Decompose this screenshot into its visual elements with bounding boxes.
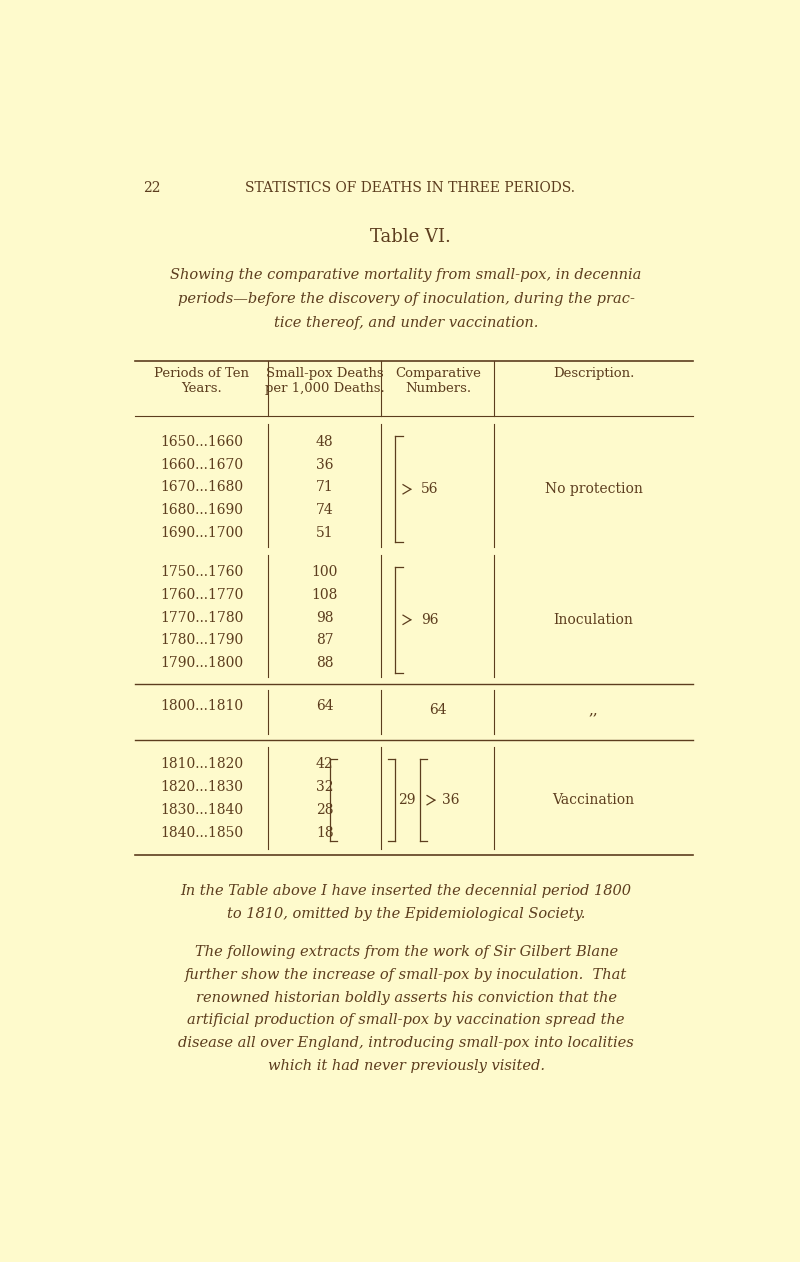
- Text: 56: 56: [421, 482, 438, 496]
- Text: 22: 22: [142, 180, 160, 194]
- Text: periods—before the discovery of inoculation, during the prac-: periods—before the discovery of inoculat…: [178, 293, 634, 307]
- Text: 18: 18: [316, 825, 334, 839]
- Text: 1820...1830: 1820...1830: [160, 780, 243, 794]
- Text: disease all over England, introducing small-pox into localities: disease all over England, introducing sm…: [178, 1036, 634, 1050]
- Text: Inoculation: Inoculation: [554, 613, 634, 627]
- Text: 1690...1700: 1690...1700: [160, 526, 243, 540]
- Text: 1790...1800: 1790...1800: [160, 656, 243, 670]
- Text: Description.: Description.: [553, 367, 634, 380]
- Text: 74: 74: [316, 504, 334, 517]
- Text: The following extracts from the work of Sir Gilbert Blane: The following extracts from the work of …: [194, 945, 618, 959]
- Text: 32: 32: [316, 780, 334, 794]
- Text: Showing the comparative mortality from small-pox, in decennia: Showing the comparative mortality from s…: [170, 269, 642, 283]
- Text: 1810...1820: 1810...1820: [160, 757, 243, 771]
- Text: ,,: ,,: [589, 703, 598, 718]
- Text: Periods of Ten
Years.: Periods of Ten Years.: [154, 367, 249, 395]
- Text: 1760...1770: 1760...1770: [160, 588, 243, 602]
- Text: Comparative
Numbers.: Comparative Numbers.: [395, 367, 481, 395]
- Text: No protection: No protection: [545, 482, 642, 496]
- Text: Table VI.: Table VI.: [370, 228, 450, 246]
- Text: which it had never previously visited.: which it had never previously visited.: [268, 1059, 545, 1073]
- Text: 88: 88: [316, 656, 334, 670]
- Text: In the Table above I have inserted the decennial period 1800: In the Table above I have inserted the d…: [181, 883, 632, 897]
- Text: 1800...1810: 1800...1810: [160, 699, 243, 713]
- Text: STATISTICS OF DEATHS IN THREE PERIODS.: STATISTICS OF DEATHS IN THREE PERIODS.: [245, 180, 575, 194]
- Text: Small-pox Deaths
per 1,000 Deaths.: Small-pox Deaths per 1,000 Deaths.: [265, 367, 385, 395]
- Text: 100: 100: [311, 565, 338, 579]
- Text: 71: 71: [316, 481, 334, 495]
- Text: 87: 87: [316, 634, 334, 647]
- Text: to 1810, omitted by the Epidemiological Society.: to 1810, omitted by the Epidemiological …: [227, 907, 586, 921]
- Text: tice thereof, and under vaccination.: tice thereof, and under vaccination.: [274, 317, 538, 331]
- Text: 29: 29: [398, 793, 416, 808]
- Text: 1780...1790: 1780...1790: [160, 634, 243, 647]
- Text: 42: 42: [316, 757, 334, 771]
- Text: 98: 98: [316, 611, 334, 625]
- Text: 28: 28: [316, 803, 334, 817]
- Text: 64: 64: [316, 699, 334, 713]
- Text: 1840...1850: 1840...1850: [160, 825, 243, 839]
- Text: further show the increase of small-pox by inoculation.  That: further show the increase of small-pox b…: [185, 968, 627, 982]
- Text: 1750...1760: 1750...1760: [160, 565, 243, 579]
- Text: 64: 64: [429, 703, 446, 718]
- Text: renowned historian boldly asserts his conviction that the: renowned historian boldly asserts his co…: [196, 991, 617, 1005]
- Text: 1670...1680: 1670...1680: [160, 481, 243, 495]
- Text: 48: 48: [316, 435, 334, 449]
- Text: 108: 108: [311, 588, 338, 602]
- Text: 36: 36: [442, 793, 460, 808]
- Text: 1650...1660: 1650...1660: [160, 435, 243, 449]
- Text: 1830...1840: 1830...1840: [160, 803, 243, 817]
- Text: 51: 51: [316, 526, 334, 540]
- Text: 96: 96: [421, 613, 438, 627]
- Text: 1680...1690: 1680...1690: [160, 504, 243, 517]
- Text: artificial production of small-pox by vaccination spread the: artificial production of small-pox by va…: [187, 1013, 625, 1027]
- Text: Vaccination: Vaccination: [553, 793, 634, 808]
- Text: 1660...1670: 1660...1670: [160, 458, 243, 472]
- Text: 36: 36: [316, 458, 334, 472]
- Text: 1770...1780: 1770...1780: [160, 611, 243, 625]
